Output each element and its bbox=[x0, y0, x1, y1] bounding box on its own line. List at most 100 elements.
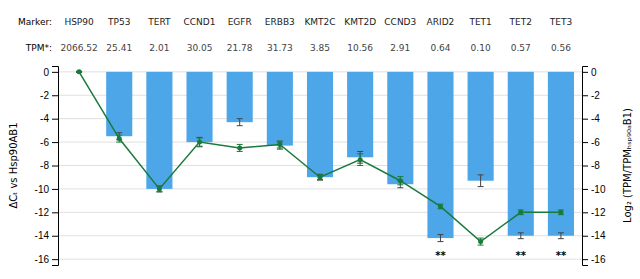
tick: -2 bbox=[40, 90, 58, 101]
tick-label: -4 bbox=[591, 113, 600, 124]
bar bbox=[548, 72, 574, 236]
axis-line bbox=[583, 67, 589, 266]
tick-label: -16 bbox=[591, 254, 606, 265]
tick: 0 bbox=[582, 67, 597, 78]
grid-line bbox=[58, 259, 582, 260]
bar bbox=[227, 72, 253, 122]
tick: -4 bbox=[40, 113, 58, 124]
category-label: TET3 bbox=[549, 17, 572, 27]
tpm-label: 0.57 bbox=[511, 43, 531, 53]
category-label: KMT2D bbox=[344, 17, 376, 27]
point bbox=[237, 145, 242, 150]
tpm-label: 2066.52 bbox=[60, 43, 97, 53]
tick: -16 bbox=[582, 254, 606, 265]
tpm-label: 0.56 bbox=[551, 43, 571, 53]
tick-mark bbox=[582, 72, 588, 73]
tick-label: -8 bbox=[591, 160, 600, 171]
bar bbox=[267, 72, 293, 146]
series-bar bbox=[76, 71, 574, 241]
line bbox=[79, 72, 561, 242]
tick: 0 bbox=[43, 67, 58, 78]
tick-mark bbox=[52, 259, 58, 260]
point bbox=[478, 239, 483, 244]
category-label: ERBB3 bbox=[265, 17, 295, 27]
category-label: TERT bbox=[147, 17, 171, 27]
bar bbox=[307, 72, 333, 177]
tpm-label: 21.78 bbox=[227, 43, 253, 53]
error-bar bbox=[558, 233, 564, 239]
error-bar bbox=[437, 235, 443, 242]
category-label: TET1 bbox=[468, 17, 491, 27]
tick-mark bbox=[582, 189, 588, 190]
tick-label: -2 bbox=[591, 90, 600, 101]
tpm-label: 10.56 bbox=[347, 43, 373, 53]
tick-mark bbox=[582, 212, 588, 213]
tick: -14 bbox=[35, 230, 58, 241]
error-bar bbox=[478, 175, 484, 187]
significance: ** ** ** bbox=[435, 250, 567, 261]
tick-mark bbox=[52, 212, 58, 213]
y2-axis: 0-2-4-6-8-10-12-14-16 bbox=[582, 67, 606, 266]
tick-mark bbox=[52, 119, 58, 120]
tpm-label: 2.01 bbox=[149, 43, 169, 53]
category-label: EGFR bbox=[228, 17, 252, 27]
tick-label: -16 bbox=[35, 254, 50, 265]
point bbox=[277, 142, 282, 147]
bar bbox=[347, 72, 373, 157]
tick-mark bbox=[52, 72, 58, 73]
tpm-label: 25.41 bbox=[106, 43, 132, 53]
point bbox=[197, 140, 202, 145]
error-bar bbox=[357, 154, 363, 166]
tick-mark bbox=[582, 236, 588, 237]
tick-mark bbox=[582, 166, 588, 167]
bar bbox=[387, 72, 413, 184]
tick-label: 0 bbox=[591, 67, 597, 78]
tick: -4 bbox=[582, 113, 600, 124]
point bbox=[318, 175, 323, 180]
point bbox=[518, 210, 523, 215]
significance-label: ** bbox=[556, 250, 567, 261]
tick: -12 bbox=[582, 207, 606, 218]
tick: -8 bbox=[40, 160, 58, 171]
tpm-label: 3.85 bbox=[310, 43, 330, 53]
tick-mark bbox=[52, 166, 58, 167]
error-bar bbox=[518, 233, 524, 239]
tick-label: -14 bbox=[591, 230, 606, 241]
error-bar bbox=[397, 177, 403, 185]
significance-label: ** bbox=[435, 250, 446, 261]
tick-label: -2 bbox=[40, 90, 49, 101]
grid-line bbox=[58, 188, 582, 189]
error-bar bbox=[237, 119, 243, 126]
tick-label: 0 bbox=[43, 67, 49, 78]
point bbox=[157, 186, 162, 191]
tick-mark bbox=[52, 142, 58, 143]
tick: -16 bbox=[35, 254, 58, 265]
bar bbox=[508, 72, 534, 236]
tick-mark bbox=[52, 189, 58, 190]
tick-mark bbox=[582, 142, 588, 143]
tick-label: -10 bbox=[35, 184, 50, 195]
y-axis-title: ΔCₜ vs Hsp90AB1 bbox=[8, 122, 19, 208]
tpm-label: 2.91 bbox=[390, 43, 410, 53]
tick-mark bbox=[582, 119, 588, 120]
tpm-label: 31.73 bbox=[267, 43, 293, 53]
tpm-label: 0.10 bbox=[471, 43, 491, 53]
significance-label: ** bbox=[516, 250, 527, 261]
series-line bbox=[76, 69, 564, 245]
bar bbox=[186, 72, 212, 142]
tick: -12 bbox=[35, 207, 58, 218]
category-label: CCND3 bbox=[384, 17, 416, 27]
error-bar bbox=[558, 210, 564, 215]
header: Marker:TPM*:HSP90TP53TERTCCND1EGFRERBB3K… bbox=[18, 17, 572, 53]
category-label: KMT2C bbox=[304, 17, 335, 27]
tick-mark bbox=[582, 259, 588, 260]
bar bbox=[106, 72, 132, 136]
point bbox=[117, 136, 122, 141]
tick-label: -6 bbox=[591, 137, 600, 148]
grid bbox=[58, 72, 582, 259]
bar bbox=[146, 72, 172, 189]
row-label: Marker: bbox=[18, 17, 52, 27]
tick-label: -14 bbox=[35, 230, 50, 241]
tick: -6 bbox=[582, 137, 600, 148]
tick: -10 bbox=[35, 184, 58, 195]
